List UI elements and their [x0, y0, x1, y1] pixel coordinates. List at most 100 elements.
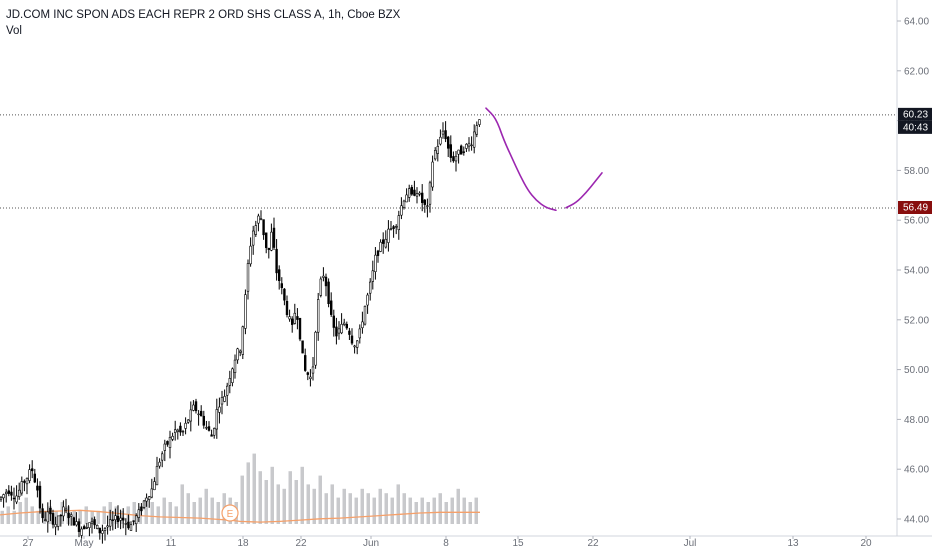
candle-body — [446, 136, 450, 149]
support-level-badge: 56.49 — [898, 200, 932, 214]
candle-body — [109, 519, 112, 527]
candle-body — [342, 322, 346, 325]
candle-body — [452, 156, 455, 162]
candle-body — [246, 263, 250, 292]
candle-body — [72, 517, 76, 526]
candle-body — [233, 359, 237, 373]
projection-curve-down — [485, 107, 557, 212]
volume-bar — [330, 484, 334, 524]
volume-bar — [276, 484, 280, 524]
candle-body — [368, 281, 372, 294]
candle-body — [254, 225, 257, 235]
candle-body — [103, 528, 107, 531]
candle-body — [298, 317, 302, 340]
candle-body — [200, 410, 203, 417]
candle-body — [376, 250, 380, 256]
candle-body — [43, 519, 47, 521]
candle-body — [132, 520, 135, 522]
candle-body — [444, 130, 447, 140]
y-tick-label: 46.00 — [904, 465, 929, 476]
volume-bar — [318, 475, 322, 524]
candle-body — [415, 193, 419, 197]
candle-body — [322, 275, 325, 278]
candle-body — [441, 130, 445, 135]
last-price-badge-bg — [898, 107, 932, 121]
candle-body — [215, 409, 218, 430]
volume-bar — [360, 488, 364, 524]
volume-bar — [102, 506, 106, 524]
candle-body — [337, 328, 341, 334]
support-level-badge-text: 56.49 — [903, 202, 928, 213]
candle-body — [381, 239, 385, 244]
candle-body — [210, 434, 213, 437]
candle-body — [140, 506, 143, 512]
volume-bar — [264, 480, 268, 524]
support-level-badge-bg — [898, 200, 932, 214]
volume-bar — [6, 506, 10, 524]
candle-body — [436, 146, 439, 154]
candle-body — [394, 226, 398, 228]
x-tick-label: 20 — [860, 538, 872, 549]
candle-body — [145, 497, 148, 502]
candle-body — [348, 330, 351, 335]
candle-body — [293, 312, 296, 324]
candle-body — [98, 527, 102, 534]
candle-body — [0, 497, 3, 500]
candle-body — [106, 525, 109, 528]
x-tick-label: Jul — [684, 538, 697, 549]
candle-body — [54, 524, 57, 528]
volume-bar — [120, 510, 124, 524]
candle-body — [275, 248, 278, 274]
candle-body — [355, 340, 359, 348]
candle-body — [25, 477, 29, 485]
candle-body — [231, 368, 234, 383]
volume-bar — [456, 488, 460, 524]
candle-body — [400, 205, 403, 216]
candle-body — [155, 466, 159, 486]
candle-body — [301, 340, 304, 354]
candle-body — [353, 345, 356, 348]
candle-body — [7, 490, 11, 494]
volume-bar — [252, 453, 256, 524]
candle-body — [161, 453, 164, 461]
countdown-badge-text: 40:43 — [903, 122, 928, 133]
candle-body — [171, 435, 174, 440]
candle-body — [30, 468, 34, 472]
candle-body — [439, 136, 442, 145]
volume-bar — [174, 506, 178, 524]
candle-body — [241, 326, 244, 355]
candle-body — [70, 514, 73, 517]
candle-body — [454, 155, 458, 162]
candle-body — [387, 228, 390, 243]
volume-bar — [24, 497, 28, 524]
y-tick-label: 44.00 — [904, 515, 929, 526]
x-tick-label: 18 — [237, 538, 249, 549]
candle-body — [433, 150, 437, 160]
candle-body — [41, 508, 44, 519]
volume-bar — [354, 497, 358, 524]
candle-body — [174, 429, 177, 433]
volume-bar — [420, 497, 424, 524]
volume-bar — [378, 488, 382, 524]
candle-body — [77, 521, 81, 532]
candle-body — [38, 485, 42, 509]
x-tick-label: 11 — [166, 538, 177, 549]
candle-body — [371, 270, 374, 282]
volume-bar — [468, 502, 472, 524]
candle-body — [228, 378, 231, 386]
candle-body — [23, 480, 26, 483]
volume-bar — [96, 510, 100, 524]
candle-body — [111, 519, 115, 521]
volume-bar — [210, 497, 214, 524]
candle-body — [392, 226, 395, 229]
last-price-badge-text: 60.23 — [903, 109, 928, 120]
candle-body — [5, 491, 8, 495]
candle-body — [327, 281, 330, 305]
last-price-badge: 60.23 — [898, 107, 932, 121]
x-tick-label: 13 — [787, 538, 799, 549]
volume-bar — [54, 510, 58, 524]
candle-body — [33, 473, 37, 483]
candle-body — [257, 215, 260, 224]
candle-body — [259, 218, 263, 220]
